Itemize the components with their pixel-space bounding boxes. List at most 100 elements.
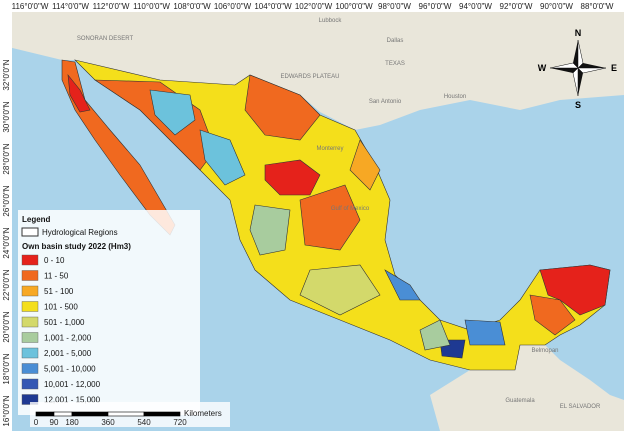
scale-segment	[53, 411, 73, 417]
region	[264, 159, 321, 196]
legend-swatch	[21, 347, 39, 359]
legend-subtitle: Own basin study 2022 (Hm3)	[22, 242, 131, 251]
region	[349, 139, 381, 191]
legend-label: 10,001 - 12,000	[44, 380, 101, 389]
legend-label: 0 - 10	[44, 256, 65, 265]
longitude-label: 100°0'0"W	[335, 2, 373, 11]
legend-swatch	[21, 363, 39, 374]
region	[384, 269, 421, 301]
scale-tick: 180	[65, 418, 79, 427]
place-label: Belmopan	[531, 348, 558, 354]
compass-w: W	[538, 63, 547, 73]
region	[464, 319, 506, 346]
longitude-label: 106°0'0"W	[214, 2, 252, 11]
place-label: Dallas	[387, 38, 404, 44]
scale-segment	[71, 411, 109, 417]
place-label: Lubbock	[319, 18, 343, 24]
longitude-label: 102°0'0"W	[295, 2, 333, 11]
compass-e: E	[611, 63, 617, 73]
scale-tick: 360	[101, 418, 115, 427]
scale-tick: 0	[34, 418, 39, 427]
compass-n: N	[575, 28, 582, 38]
region	[539, 264, 611, 316]
region	[244, 74, 321, 141]
longitude-label: 92°0'0"W	[500, 2, 533, 11]
scale-tick: 720	[173, 418, 187, 427]
place-label: EL SALVADOR	[560, 404, 601, 410]
latitude-label: 20°0'0"N	[2, 311, 11, 342]
legend-label: 11 - 50	[44, 272, 69, 281]
legend-label: 101 - 500	[44, 303, 78, 312]
legend-swatch	[21, 378, 39, 390]
legend: Legend Hydrological Regions Own basin st…	[18, 210, 200, 415]
compass-rose-light	[549, 39, 607, 97]
region	[67, 74, 91, 113]
legend-regions: Hydrological Regions	[42, 228, 118, 237]
place-label: EDWARDS PLATEAU	[280, 74, 339, 80]
legend-label: 2,001 - 5,000	[44, 349, 92, 358]
longitude-label: 90°0'0"W	[540, 2, 573, 11]
latitude-label: 32°0'0"N	[2, 59, 11, 90]
latitude-label: 26°0'0"N	[2, 185, 11, 216]
regions-swatch	[21, 227, 39, 237]
frame-left	[0, 0, 12, 431]
longitude-label: 94°0'0"W	[459, 2, 492, 11]
legend-label: 1,001 - 2,000	[44, 334, 92, 343]
compass: N S E W	[538, 28, 617, 110]
legend-swatch	[21, 270, 39, 281]
place-label: San Antonio	[369, 99, 402, 105]
region	[149, 89, 196, 136]
longitude-label: 88°0'0"W	[581, 2, 614, 11]
latitude-label: 18°0'0"N	[2, 353, 11, 384]
legend-swatch	[21, 316, 39, 328]
legend-swatch	[21, 254, 39, 266]
longitude-label: 108°0'0"W	[173, 2, 211, 11]
scale-segment	[35, 411, 55, 417]
scale-segment	[107, 411, 145, 417]
frame-top	[0, 0, 624, 12]
latitude-label: 16°0'0"N	[2, 395, 11, 426]
region	[199, 129, 246, 186]
region	[529, 294, 576, 336]
scale-unit: Kilometers	[184, 409, 222, 418]
legend-swatch	[21, 285, 39, 297]
scale-tick: 540	[137, 418, 151, 427]
place-label: Houston	[444, 94, 466, 100]
legend-swatch	[21, 301, 39, 312]
usa-land	[0, 12, 624, 130]
place-label: TEXAS	[385, 61, 405, 67]
legend-title: Legend	[22, 215, 51, 224]
region	[299, 264, 381, 316]
longitude-label: 114°0'0"W	[52, 2, 89, 11]
region	[419, 319, 451, 351]
legend-label: 501 - 1,000	[44, 318, 85, 327]
place-label: SONORAN DESERT	[77, 36, 134, 42]
latitude-label: 24°0'0"N	[2, 227, 11, 258]
central-america	[430, 345, 624, 431]
legend-swatch	[21, 332, 39, 343]
longitude-label: 98°0'0"W	[378, 2, 411, 11]
legend-box	[18, 210, 200, 415]
scale-tick: 90	[50, 418, 59, 427]
legend-label: 5,001 - 10,000	[44, 365, 96, 374]
legend-label: 12,001 - 15,000	[44, 396, 101, 405]
latitude-label: 28°0'0"N	[2, 143, 11, 174]
latitude-label: 30°0'0"N	[2, 101, 11, 132]
place-label: Guatemala	[505, 398, 535, 404]
place-label: Gulf of Mexico	[331, 206, 370, 212]
region	[299, 184, 361, 251]
place-label: Monterrey	[316, 146, 343, 152]
longitude-label: 112°0'0"W	[93, 2, 130, 11]
longitude-label: 96°0'0"W	[419, 2, 452, 11]
region	[249, 204, 291, 256]
longitude-label: 116°0'0"W	[12, 2, 49, 11]
scale-segment	[143, 411, 181, 417]
latitude-label: 22°0'0"N	[2, 269, 11, 300]
legend-label: 51 - 100	[44, 287, 74, 296]
longitude-label: 104°0'0"W	[254, 2, 292, 11]
longitude-label: 110°0'0"W	[133, 2, 170, 11]
compass-s: S	[575, 100, 581, 110]
